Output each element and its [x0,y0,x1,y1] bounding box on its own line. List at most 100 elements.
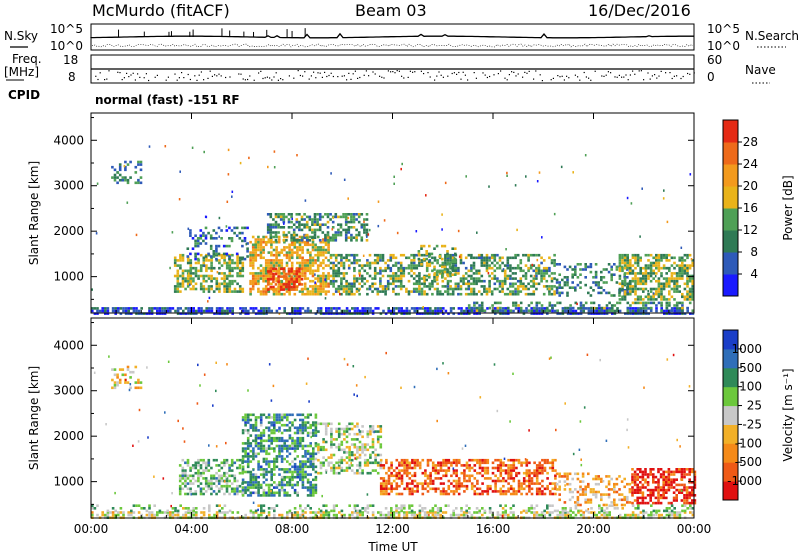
heatmap-cell [480,261,484,265]
heatmap-cell [555,281,559,284]
heatmap-cell [187,307,190,310]
heatmap-cell [118,381,122,384]
heatmap-cell [361,511,364,514]
heatmap-cell [457,287,460,291]
heatmap-cell [288,429,292,432]
heatmap-cell [309,261,312,265]
heatmap-cell [286,481,289,484]
heatmap-cell [283,457,286,461]
heatmap-cell [202,487,205,491]
heatmap-cell [205,259,208,262]
heatmap-cell [571,276,574,279]
heatmap-cell [524,287,528,291]
heatmap-cell [665,272,668,275]
heatmap-cell [111,165,114,169]
heatmap-cell [610,273,613,276]
heatmap-cell [304,444,307,448]
heatmap-cell [259,246,263,249]
heatmap-cell [296,491,299,495]
heatmap-cell [287,231,291,234]
heatmap-cell [639,312,643,315]
heatmap-cell [345,451,349,454]
heatmap-cell [459,256,463,260]
heatmap-cell [235,234,239,237]
heatmap-cell [465,309,468,313]
heatmap-cells [91,351,697,520]
heatmap-cell [322,277,325,280]
heatmap-cell [673,266,676,270]
heatmap-cell [249,475,253,479]
heatmap-cell [272,218,275,221]
heatmap-cell [259,251,263,254]
heatmap-cell [273,413,276,417]
heatmap-cell [496,511,500,514]
heatmap-cell [655,264,658,267]
heatmap-cell [374,307,377,310]
heatmap-cell [299,478,302,482]
heatmap-cell [259,248,263,252]
heatmap-cell [288,434,292,437]
heatmap-cell [270,460,273,463]
heatmap-cell [634,266,637,270]
heatmap-cell [644,253,648,257]
heatmap-cell [233,287,237,291]
heatmap-cell [332,261,335,265]
heatmap-cell [266,223,270,226]
heatmap-cell [525,175,527,178]
heatmap-cell [249,264,252,267]
heatmap-cell [176,307,180,310]
heatmap-cell [293,243,297,247]
heatmap-cell [254,256,258,260]
colorbar-segment [723,208,738,231]
heatmap-cell [262,434,266,437]
heatmap-cell [210,492,213,496]
heatmap-cell [444,261,447,265]
heatmap-cell [498,256,502,260]
heatmap-cell [260,309,263,313]
heatmap-cell [254,240,258,244]
heatmap-cell [295,220,299,224]
heatmap-cell [186,261,190,265]
heatmap-cell [379,266,382,270]
heatmap-cell [290,236,293,239]
heatmap-cell [257,309,260,313]
heatmap-cell [334,233,338,237]
heatmap-cell [199,474,203,478]
heatmap-cell [392,272,395,275]
heatmap-cell [259,277,263,280]
nave-dot [194,75,196,77]
heatmap-cell [379,443,383,446]
nave-dot [660,70,662,72]
heatmap-cell [295,267,299,271]
heatmap-cell [587,307,591,310]
heatmap-cell [522,312,526,315]
heatmap-cell [322,253,325,257]
heatmap-cell [369,453,372,457]
heatmap-cell [686,285,689,288]
heatmap-cell [246,465,250,469]
heatmap-cell [348,458,351,462]
heatmap-cell [272,235,276,239]
heatmap-cell [226,312,229,315]
heatmap-cell [639,279,642,283]
heatmap-cell [405,287,408,291]
heatmap-cell [488,287,491,291]
heatmap-cell [652,269,655,273]
heatmap-cell [681,277,684,280]
heatmap-cell [314,452,318,456]
heatmap-cell [303,223,306,226]
heatmap-cell [535,274,538,278]
heatmap-cell [265,460,268,463]
heatmap-cell [191,247,195,250]
heatmap-cell [345,307,349,310]
heatmap-cell [249,473,253,476]
heatmap-cell [431,282,434,286]
heatmap-cell [286,447,289,450]
heatmap-cell [266,226,270,229]
heatmap-cell [104,307,107,310]
heatmap-cell [247,309,250,313]
heatmap-cell [408,471,412,475]
heatmap-cell [397,279,400,283]
heatmap-cell [462,511,466,514]
